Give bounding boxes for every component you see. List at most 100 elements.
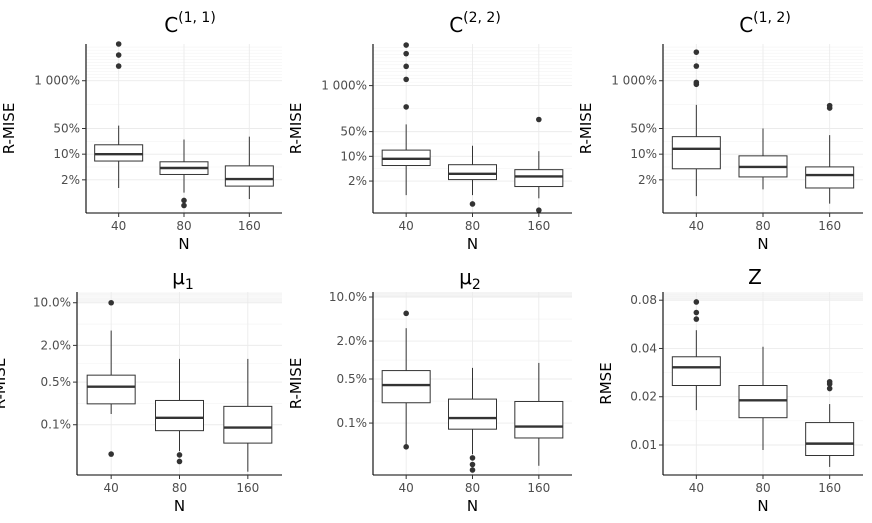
y-tick-label: 0.01 (630, 438, 657, 452)
panel-title: C(1, 1) (164, 10, 216, 37)
outlier-point (181, 197, 187, 204)
box-80 (738, 128, 788, 190)
outlier-point (693, 316, 700, 322)
outlier-point (693, 309, 700, 316)
outlier-point (115, 63, 122, 69)
title-main: C (164, 13, 178, 37)
y-axis-label: R-MISE (287, 358, 305, 410)
title-main: μ (459, 265, 472, 289)
y-tick-label: 0.1% (337, 416, 368, 430)
outlier-point (536, 207, 542, 213)
panel-title: C(2, 2) (449, 10, 501, 37)
box-40 (86, 299, 136, 457)
title-main: C (449, 13, 463, 37)
box-80 (448, 145, 497, 207)
y-tick-label: 2.0% (337, 334, 368, 348)
y-tick-label: 50% (630, 122, 657, 136)
outlier-point (693, 299, 700, 305)
box-iqr (86, 374, 136, 405)
box-iqr (155, 399, 204, 432)
y-tick-label: 0.1% (41, 418, 72, 432)
outlier-point (176, 458, 183, 465)
outlier-point (108, 451, 114, 457)
y-axis-label: R-MISE (577, 103, 595, 155)
x-tick-label: 40 (689, 481, 704, 495)
box-160 (514, 116, 564, 213)
y-tick-label: 0.08 (630, 293, 657, 307)
y-tick-label: 10% (340, 149, 367, 163)
box-iqr (805, 166, 855, 189)
y-tick-label: 0.04 (630, 341, 657, 355)
title-subscript: 1 (185, 277, 194, 293)
y-tick-label: 1 000% (34, 74, 80, 88)
outlier-point (403, 42, 409, 48)
y-tick-label: 2% (61, 173, 80, 187)
box-iqr (448, 398, 497, 430)
box-40 (671, 299, 721, 411)
outlier-point (469, 201, 476, 207)
y-tick-label: 1 000% (321, 79, 367, 93)
title-main: μ (172, 265, 185, 289)
outlier-point (403, 444, 409, 450)
box-160 (223, 358, 273, 472)
box-40 (381, 42, 431, 196)
box-iqr (514, 169, 564, 188)
title-subscript: 2 (472, 277, 481, 293)
x-tick-label: 80 (465, 481, 480, 495)
outlier-point (693, 49, 700, 55)
y-tick-label: 50% (340, 125, 367, 139)
box-80 (155, 358, 204, 465)
outlier-point (181, 202, 187, 209)
panel-3: 2% 10% 50% 1 000% 40 80 160 N R-MISE C(1, 2) (577, 10, 863, 253)
x-tick-label: 80 (172, 481, 187, 495)
panel-title: μ2 (459, 265, 481, 293)
y-tick-label: 10% (630, 147, 657, 161)
outlier-point (403, 63, 409, 70)
outlier-point (108, 299, 114, 306)
box-160 (224, 136, 274, 200)
box-40 (94, 41, 144, 188)
panel-6: 0.01 0.02 0.04 0.08 40 80 160 N RMSE Z (597, 265, 863, 515)
outlier-point (826, 385, 833, 392)
box-iqr (223, 405, 273, 444)
x-tick-label: 80 (755, 481, 770, 495)
box-80 (159, 139, 209, 209)
title-main: C (739, 13, 753, 37)
x-tick-label: 40 (689, 219, 704, 233)
title-superscript: (1, 1) (178, 10, 216, 26)
x-axis-label: N (757, 235, 768, 253)
box-iqr (805, 422, 855, 457)
box-40 (381, 310, 431, 450)
x-axis-label: N (757, 497, 768, 515)
y-tick-label: 10.0% (329, 290, 367, 304)
x-tick-label: 160 (818, 481, 841, 495)
box-iqr (671, 136, 721, 170)
y-tick-label: 0.5% (41, 375, 72, 389)
x-tick-label: 160 (527, 219, 550, 233)
outlier-point (115, 52, 122, 58)
outlier-point (469, 467, 476, 473)
x-axis-label: N (467, 235, 478, 253)
box-iqr (224, 165, 274, 187)
box-160 (805, 102, 855, 204)
x-tick-label: 80 (465, 219, 480, 233)
x-axis-label: N (178, 235, 189, 253)
x-tick-label: 80 (176, 219, 191, 233)
title-superscript: (1, 2) (753, 10, 791, 26)
outlier-point (403, 50, 409, 57)
y-tick-label: 0.02 (630, 390, 657, 404)
x-tick-label: 40 (104, 481, 119, 495)
outlier-point (469, 461, 476, 468)
box-160 (514, 362, 564, 466)
y-tick-label: 1 000% (611, 74, 657, 88)
y-tick-label: 2% (638, 173, 657, 187)
y-axis-label: R-MISE (0, 103, 18, 155)
y-tick-label: 10.0% (33, 296, 71, 310)
panel-title: μ1 (172, 265, 194, 293)
x-tick-label: 40 (399, 481, 414, 495)
box-80 (448, 367, 497, 473)
y-axis-label: R-MISE (0, 358, 9, 410)
x-tick-label: 40 (399, 219, 414, 233)
outlier-point (176, 452, 183, 458)
x-tick-label: 80 (755, 219, 770, 233)
